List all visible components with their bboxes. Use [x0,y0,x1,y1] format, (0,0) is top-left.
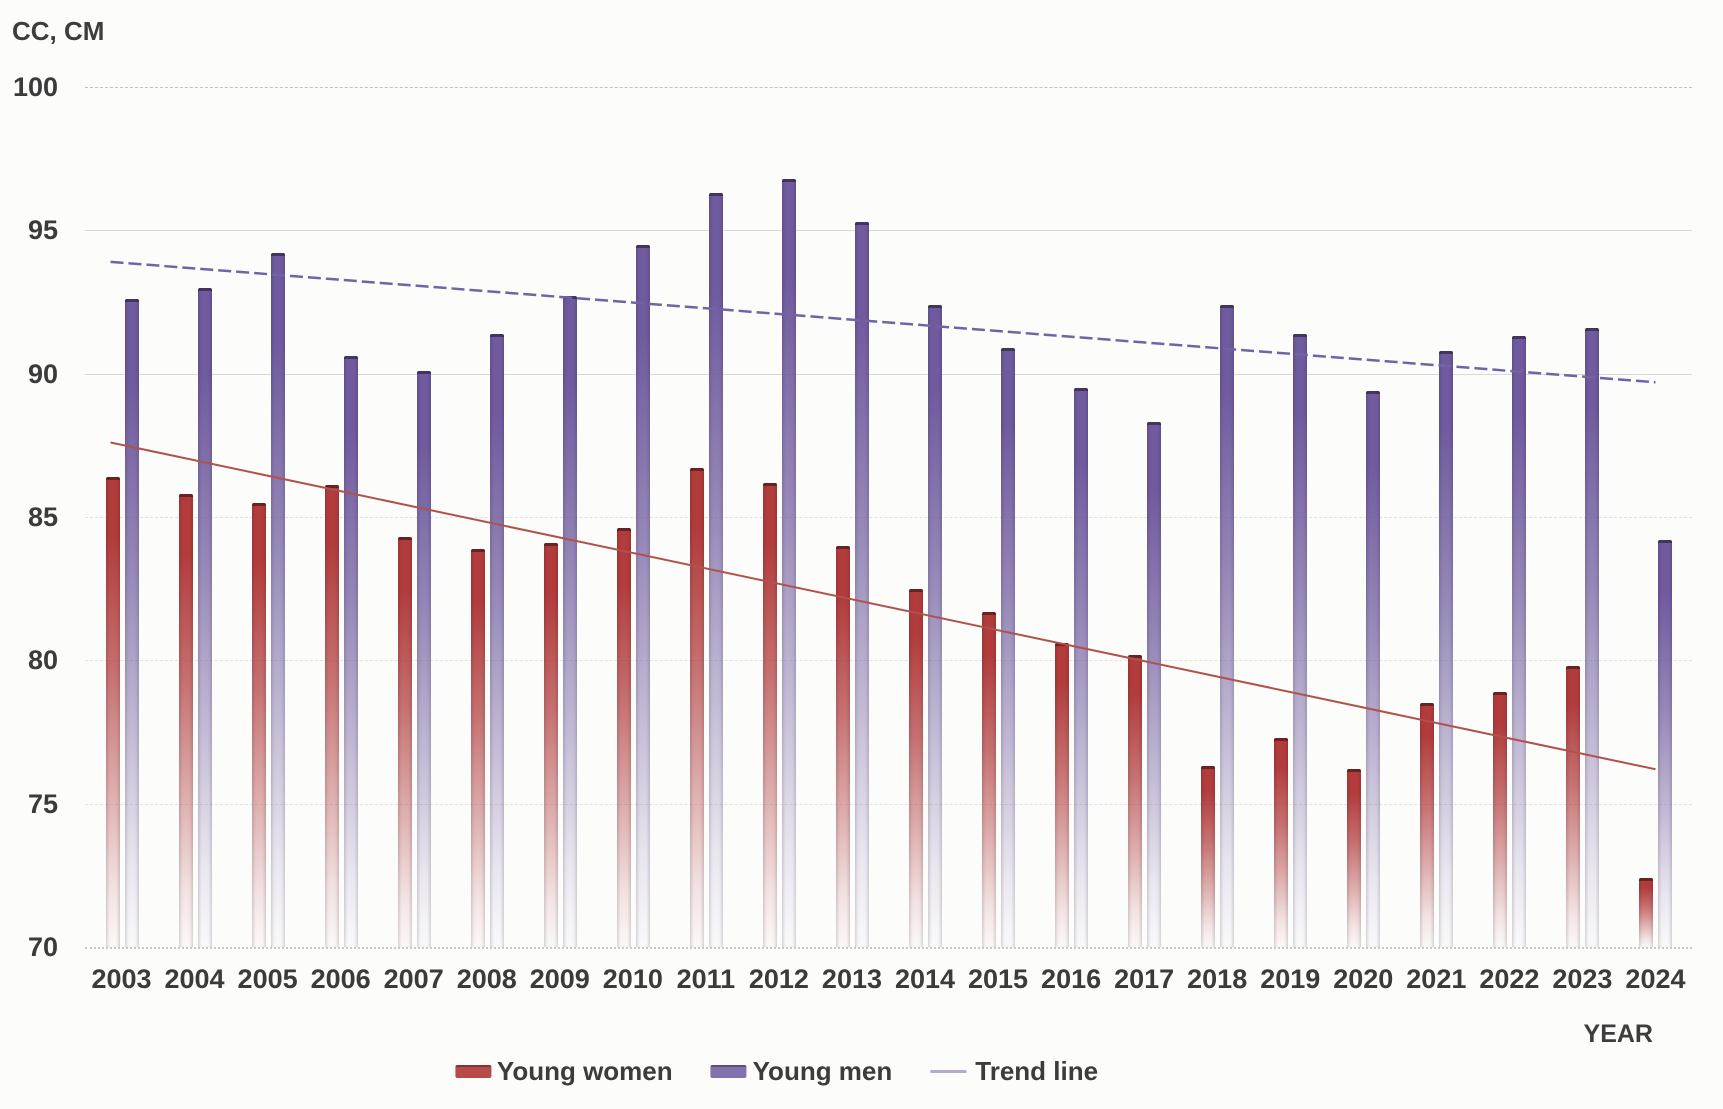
x-axis-tick-label-2020: 2020 [1333,964,1394,994]
bar-young-men-2021 [1439,350,1453,947]
legend-label-trend-line: Trend line [975,1056,1099,1086]
x-axis-title: YEAR [1583,1020,1653,1048]
bar-young-women-2009 [544,542,558,947]
gridline-70 [85,947,1692,949]
bar-young-men-2005 [271,253,285,947]
bar-young-men-2017 [1147,422,1161,947]
trend-line-young-women [110,441,1656,771]
bar-young-women-2022 [1493,691,1507,947]
x-axis-tick-label-2022: 2022 [1479,964,1540,994]
bar-young-women-2018 [1201,766,1215,947]
bar-young-women-2005 [252,502,266,947]
bar-young-men-2006 [344,356,358,947]
bar-young-men-2015 [1001,347,1015,947]
bar-young-women-2020 [1347,769,1361,947]
bar-young-men-2010 [636,244,650,947]
x-axis-tick-label-2008: 2008 [456,964,517,994]
trend-lines-overlay [110,260,1656,771]
young-men-swatch-icon [710,1065,747,1078]
bar-young-women-2003 [106,476,120,947]
bar-young-women-2016 [1055,643,1069,947]
y-axis-tick-label-90: 90 [27,358,58,389]
x-axis-tick-label-2013: 2013 [821,964,882,994]
young-women-swatch-icon [454,1065,491,1078]
legend-item-young-women: Young women [454,1056,673,1087]
legend-item-trend-line: Trend line [930,1056,1098,1087]
bar-young-women-2007 [398,537,412,947]
y-axis-tick-label-70: 70 [27,932,58,962]
legend-label-young-women: Young women [496,1056,673,1086]
trend-line-swatch-icon [930,1070,967,1073]
x-axis-tick-label-2007: 2007 [383,964,444,994]
y-axis-title: CC, CM [12,16,105,46]
x-axis-tick-label-2012: 2012 [748,964,809,994]
bar-young-men-2009 [563,296,577,947]
x-axis-tick-label-2010: 2010 [602,964,663,994]
bar-young-women-2008 [471,548,485,947]
gridline-75 [85,803,1692,805]
x-axis-tick-label-2017: 2017 [1114,964,1175,994]
x-axis-tick-label-2015: 2015 [968,964,1029,994]
bar-young-women-2012 [763,482,777,947]
bar-young-men-2013 [855,221,869,947]
y-axis-tick-label-100: 100 [12,72,58,102]
bar-young-men-2024 [1658,539,1672,947]
bar-young-women-2013 [836,545,850,947]
x-axis-tick-label-2018: 2018 [1187,964,1248,994]
bar-young-women-2014 [909,588,923,947]
gridline-100 [85,87,1692,88]
x-axis-tick-label-2003: 2003 [91,964,152,994]
gridline-85 [85,517,1692,518]
bar-young-women-2004 [179,494,193,947]
x-axis-tick-label-2014: 2014 [894,964,956,994]
x-axis-tick-label-2005: 2005 [237,964,298,994]
bar-young-women-2023 [1566,666,1580,947]
bar-young-women-2017 [1128,654,1142,947]
bar-young-women-2015 [982,611,996,947]
y-axis-tick-label-80: 80 [27,645,58,676]
gridline-95 [85,230,1692,232]
bar-young-men-2022 [1512,336,1526,947]
bar-young-men-2003 [125,299,139,947]
bar-young-women-2024 [1639,878,1653,947]
bar-young-men-2020 [1366,390,1380,947]
x-axis-tick-label-2023: 2023 [1552,964,1613,994]
y-axis-tick-label-75: 75 [27,788,58,819]
x-axis-tick-label-2019: 2019 [1260,964,1321,994]
y-axis-tick-label-85: 85 [27,502,58,532]
legend-item-young-men: Young men [710,1056,893,1087]
bar-young-women-2021 [1420,703,1434,947]
bar-young-men-2014 [928,304,942,947]
x-axis-tick-label-2024: 2024 [1625,964,1686,994]
trend-line-young-men [110,260,1656,384]
x-axis-tick-label-2006: 2006 [310,964,371,994]
gridline-90 [85,373,1692,375]
legend-label-young-men: Young men [752,1056,893,1086]
bar-young-women-2011 [690,468,704,947]
y-axis-tick-label-95: 95 [27,215,58,246]
x-axis-tick-label-2004: 2004 [164,964,225,994]
bar-young-men-2008 [490,333,504,947]
bar-young-men-2012 [782,178,796,947]
bar-young-men-2007 [417,370,431,947]
x-axis-tick-label-2011: 2011 [676,964,736,994]
bar-young-women-2010 [617,528,631,947]
bar-young-men-2016 [1074,388,1088,947]
x-axis-tick-label-2009: 2009 [529,964,590,994]
bar-young-men-2019 [1293,333,1307,947]
bar-young-men-2018 [1220,304,1234,947]
x-axis-tick-label-2016: 2016 [1041,964,1102,994]
plot-area [85,87,1692,949]
bar-young-women-2019 [1274,737,1288,947]
bar-young-men-2023 [1585,327,1599,947]
legend: Young women Young men Trend line [454,1056,1098,1087]
bar-young-women-2006 [325,485,339,947]
gridline-80 [85,660,1692,662]
x-axis-tick-label-2021: 2021 [1406,964,1467,994]
bar-young-men-2004 [198,287,212,947]
